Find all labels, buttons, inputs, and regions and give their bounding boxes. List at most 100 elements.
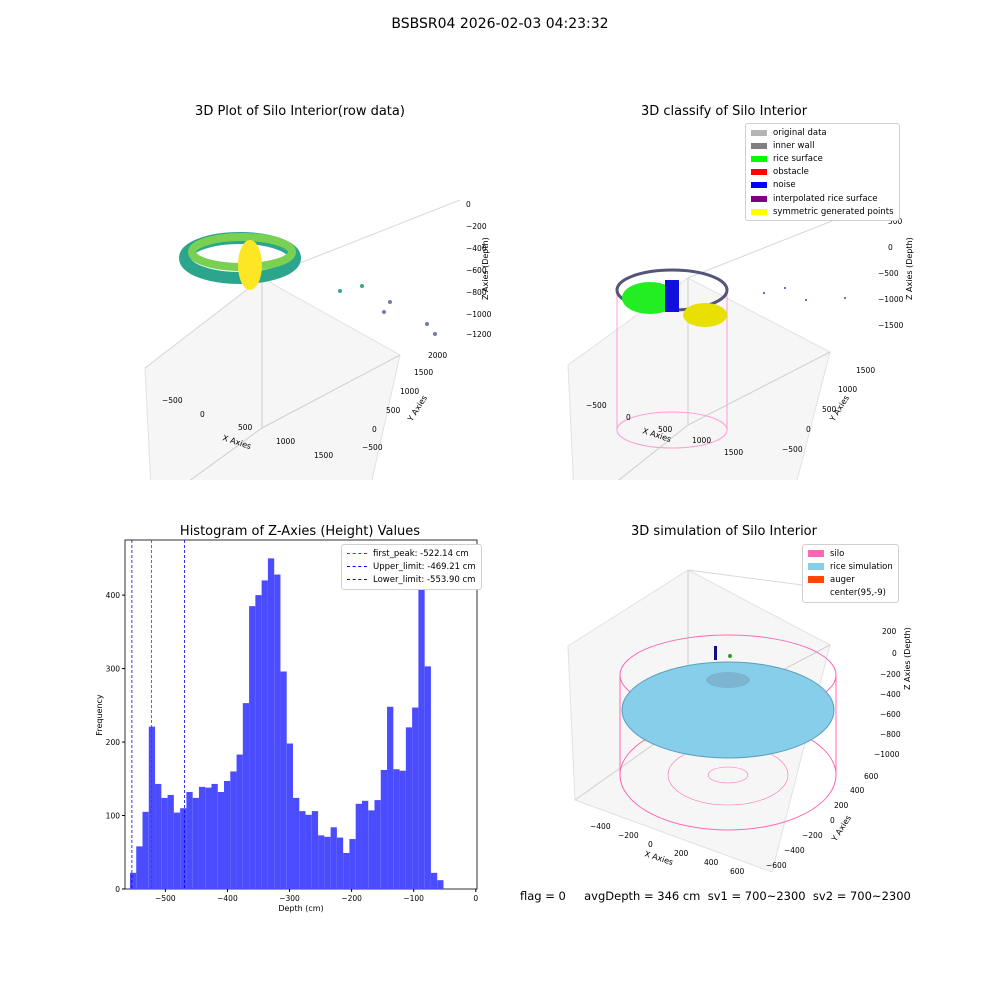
raw-plot-title: 3D Plot of Silo Interior(row data)	[195, 104, 405, 119]
histogram-bar	[387, 706, 394, 889]
svg-text:1000: 1000	[276, 437, 295, 446]
svg-text:−800: −800	[466, 288, 487, 297]
histogram-bar	[230, 771, 237, 889]
histogram-bar	[155, 783, 162, 889]
swatch-icon	[808, 550, 824, 558]
legend-entry: Lower_limit: -553.90 cm	[347, 573, 476, 586]
histogram-bars	[129, 558, 444, 889]
classify-box	[567, 201, 881, 480]
y-tick-label: 0	[115, 885, 120, 894]
legend-entry: obstacle	[751, 166, 894, 179]
histogram-bar	[129, 872, 137, 889]
histogram-bar	[224, 780, 231, 889]
y-tick-label: 300	[106, 665, 121, 674]
legend-entry: noise	[751, 179, 894, 192]
histogram-bar	[305, 814, 312, 889]
histogram-bar	[418, 567, 425, 889]
legend-entry: symmetric generated points	[751, 205, 894, 218]
svg-text:0: 0	[648, 840, 653, 849]
svg-text:1500: 1500	[414, 368, 433, 377]
histogram-bar	[205, 787, 212, 889]
y-tick-label: 400	[106, 591, 121, 600]
histogram-bar	[161, 797, 168, 889]
histogram-bar	[192, 797, 199, 889]
classify-z-label: Z Axies (Depth)	[905, 237, 914, 300]
histogram-bar	[405, 727, 413, 889]
histogram-bar	[336, 837, 344, 889]
raw-x-ticks: −500 0 500 1000 1500	[162, 396, 333, 460]
raw-3d-plot: −500 0 500 1000 1500 X Axies −500 0 500 …	[144, 199, 492, 480]
raw-z-label: Z Axies (Depth)	[481, 237, 490, 300]
histogram-bar	[424, 666, 431, 889]
y-ticks: 0 100 200 300 400	[106, 591, 125, 894]
svg-text:400: 400	[704, 858, 719, 867]
classify-3d-plot: −500 0 500 1000 1500 X Axies −500 0 500 …	[567, 201, 914, 480]
svg-text:0: 0	[372, 425, 377, 434]
dashed-line-icon	[347, 553, 367, 555]
swatch-icon	[751, 182, 767, 189]
svg-text:−400: −400	[880, 690, 901, 699]
svg-text:−400: −400	[466, 244, 487, 253]
svg-text:−200: −200	[880, 670, 901, 679]
histogram-bar	[167, 794, 174, 889]
simulation-x-label: X Axies	[643, 849, 674, 867]
svg-text:−800: −800	[880, 730, 901, 739]
legend-entry: original data	[751, 126, 894, 139]
svg-text:2000: 2000	[428, 351, 447, 360]
histogram-bar	[374, 800, 381, 889]
raw-z-ticks: 0 −200 −400 −600 −800 −1000 −1200	[466, 200, 492, 339]
simulation-legend: silo rice simulation auger center(95,-9)	[802, 544, 899, 603]
histogram-bar	[318, 835, 325, 889]
svg-text:1000: 1000	[838, 385, 857, 394]
x-tick-label: −300	[279, 894, 300, 903]
histogram-bar	[274, 574, 281, 889]
histogram-bar	[249, 606, 256, 889]
simulation-z-ticks: 200 0 −200 −400 −600 −800 −1000	[874, 627, 901, 759]
svg-text:1000: 1000	[400, 387, 419, 396]
classify-scatter	[615, 268, 846, 449]
swatch-icon	[751, 195, 767, 202]
simulation-mesh	[619, 634, 837, 831]
y-axis-label: Frequency	[95, 694, 104, 736]
svg-text:−500: −500	[878, 269, 899, 278]
dashed-line-icon	[347, 566, 367, 568]
svg-text:−600: −600	[880, 710, 901, 719]
svg-text:1500: 1500	[856, 366, 875, 375]
svg-text:−1000: −1000	[466, 310, 492, 319]
legend-entry: rice surface	[751, 152, 894, 165]
classify-z-ticks: 500 0 −500 −1000 −1500	[878, 217, 904, 330]
svg-text:200: 200	[882, 627, 897, 636]
svg-text:−500: −500	[586, 401, 607, 410]
svg-text:500: 500	[658, 425, 673, 434]
svg-text:−200: −200	[802, 831, 823, 840]
svg-text:−400: −400	[784, 846, 805, 855]
svg-text:0: 0	[892, 649, 897, 658]
histogram-bar	[242, 703, 250, 889]
svg-text:0: 0	[466, 200, 471, 209]
x-tick-label: 0	[473, 894, 478, 903]
svg-text:1500: 1500	[724, 448, 743, 457]
svg-text:500: 500	[888, 217, 903, 226]
svg-text:−600: −600	[466, 266, 487, 275]
svg-text:0: 0	[806, 425, 811, 434]
histogram-bar	[299, 811, 306, 889]
classify-plot-title: 3D classify of Silo Interior	[640, 104, 808, 119]
histogram-bar	[280, 671, 287, 889]
swatch-icon	[751, 208, 767, 215]
legend-entry: interpolated rice surface	[751, 192, 894, 205]
legend-entry: Upper_limit: -469.21 cm	[347, 560, 476, 573]
histogram-bar	[286, 743, 293, 889]
x-tick-label: −200	[341, 894, 362, 903]
svg-text:400: 400	[850, 786, 865, 795]
y-tick-label: 100	[106, 812, 121, 821]
svg-text:−1500: −1500	[878, 321, 904, 330]
svg-text:−500: −500	[362, 443, 383, 452]
svg-text:0: 0	[888, 243, 893, 252]
histogram-bar	[349, 839, 356, 889]
svg-text:−200: −200	[618, 831, 639, 840]
simulation-plot-title: 3D simulation of Silo Interior	[631, 524, 817, 539]
x-tick-label: −400	[217, 894, 238, 903]
histogram-bar	[430, 872, 438, 889]
svg-text:0: 0	[200, 410, 205, 419]
legend-entry: auger	[808, 573, 893, 586]
